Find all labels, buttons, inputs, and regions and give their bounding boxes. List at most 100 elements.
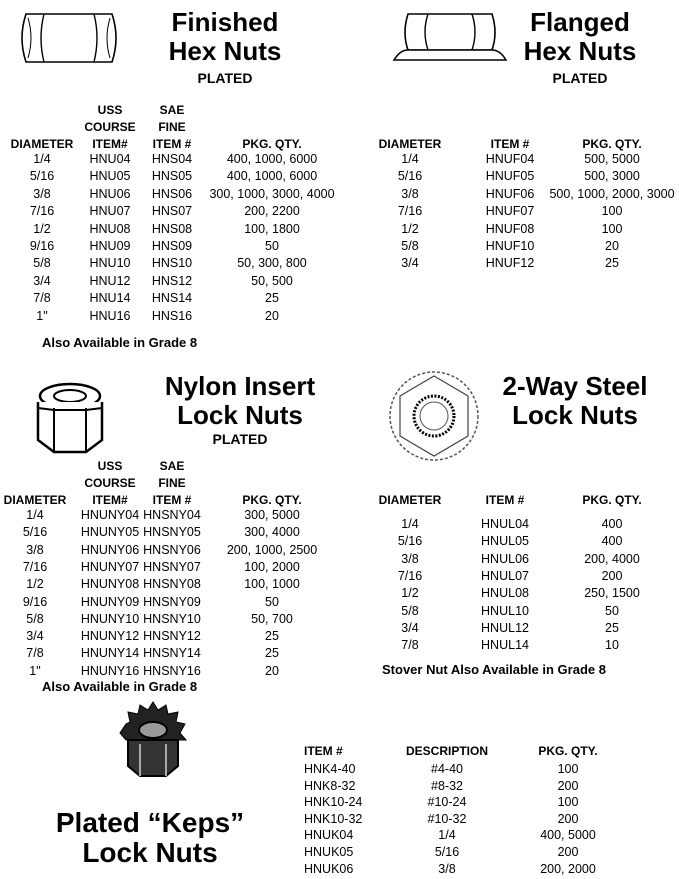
table-cell: HNUNY07	[80, 559, 140, 574]
table-cell: 200	[601, 568, 623, 583]
table-cell: HNSNY16	[143, 663, 201, 678]
table-cell: 200	[557, 778, 579, 793]
section-title-keps: Plated “Keps” Lock Nuts	[55, 807, 245, 868]
table-cell: 5/16	[434, 845, 460, 859]
table-cell: 200, 2000	[540, 861, 596, 876]
table-cell: 400, 5000	[540, 828, 596, 843]
table-cell: 3/4	[26, 629, 44, 644]
column-header-line: ITEM #	[485, 493, 525, 507]
table-cell: 25	[265, 629, 279, 644]
table-cell: HNK8-32	[304, 778, 356, 793]
table-cell: HNUNY12	[80, 629, 140, 644]
table-cell: HNUL05	[481, 534, 529, 549]
table-cell: HNUF06	[485, 186, 535, 201]
table-cell: 7/16	[22, 559, 48, 574]
table-cell: 1/4	[401, 517, 419, 531]
table-cell: 400, 1000, 6000	[226, 152, 318, 166]
table-cell: 3/8	[33, 186, 51, 201]
table-cell: HNS08	[151, 221, 193, 236]
table-cell: 25	[605, 620, 619, 635]
table-cell: 25	[265, 291, 279, 306]
table-cell: HNK4-40	[304, 762, 356, 776]
table-cell: HNUL08	[481, 586, 529, 601]
table-cell: HNUF07	[485, 204, 535, 219]
table-cell: 1"	[36, 308, 48, 323]
table-cell: 500, 3000	[584, 169, 640, 184]
table-cell: HNK10-24	[304, 795, 363, 810]
table-cell: HNUF08	[485, 221, 535, 236]
table-cell: 20	[265, 663, 279, 678]
table-cell: 20	[265, 308, 279, 323]
table-cell: 5/16	[397, 169, 423, 184]
column-header-line: DIAMETER	[10, 137, 74, 151]
column-header-line: DIAMETER	[378, 493, 442, 507]
table-cell: 100, 1000	[244, 577, 300, 592]
table-cell: HNSNY04	[143, 508, 201, 522]
column-header-line: COURSE	[84, 476, 136, 490]
table-cell: 1/2	[33, 221, 51, 236]
column-header: DESCRIPTION	[387, 743, 507, 760]
table-cell: 400	[601, 517, 623, 531]
table-cell: HNSNY14	[143, 646, 201, 661]
two-way-steel-lock-nut-icon	[389, 371, 479, 461]
table-cell: HNUK04	[304, 828, 354, 843]
keps-lock-nut-icon	[119, 701, 188, 777]
column-header-line: USS	[97, 103, 123, 117]
column-header-line: ITEM #	[490, 137, 530, 151]
table-cell: 1/2	[401, 586, 419, 601]
table-cell: 3/8	[401, 551, 419, 566]
table-cell: HNS10	[151, 256, 193, 271]
section-title-flanged: Flanged Hex Nuts	[523, 7, 637, 66]
table-cell: 10	[605, 638, 619, 653]
table-cell: HNS12	[151, 273, 193, 288]
column-header-line: COURSE	[84, 120, 136, 134]
table-cell: 1/4	[33, 152, 51, 166]
table-cell: 9/16	[22, 594, 48, 609]
table-cell: 1"	[29, 663, 41, 678]
section-title-two-way: 2-Way Steel Lock Nuts	[502, 371, 648, 430]
table-cell: 3/4	[401, 620, 419, 635]
table-cell: 100	[557, 795, 579, 810]
column-header-line: USS	[97, 459, 123, 473]
table-cell: HNUL12	[481, 620, 529, 635]
table-cell: HNS07	[151, 204, 193, 219]
column-header-line: PKG. QTY.	[582, 493, 642, 507]
table-cell: 100, 1800	[244, 221, 300, 236]
table-cell: 5/8	[33, 256, 51, 271]
table-cell: HNUK06	[304, 861, 354, 876]
table-cell: HNU16	[89, 308, 131, 323]
table-cell: HNUNY08	[80, 577, 140, 592]
table-cell: HNUL07	[481, 568, 529, 583]
table-cell: 7/16	[397, 568, 423, 583]
table-cell: HNU10	[89, 256, 131, 271]
table-cell: HNS05	[151, 169, 193, 184]
table-cell: HNUF04	[485, 152, 535, 166]
table-cell: 3/8	[401, 186, 419, 201]
column-header-line: ITEM#	[92, 137, 128, 151]
table-cell: HNSNY09	[143, 594, 201, 609]
table-cell: 50, 700	[251, 611, 293, 626]
column-header-line: ITEM#	[92, 493, 128, 507]
table-cell: 5/8	[26, 611, 44, 626]
table-cell: 400	[601, 534, 623, 549]
table-cell: HNS14	[151, 291, 193, 306]
table-cell: 200	[557, 845, 579, 859]
column-header-line: DESCRIPTION	[405, 744, 488, 758]
table-cell: 100	[557, 762, 579, 776]
table-cell: 1/2	[26, 577, 44, 592]
column-header: ITEM #	[450, 136, 570, 153]
table-cell: HNUNY14	[80, 646, 140, 661]
table-cell: HNSNY08	[143, 577, 201, 592]
table-cell: 7/8	[33, 291, 51, 306]
hex-nut-icon	[21, 13, 117, 63]
table-cell: HNK10-32	[304, 811, 363, 826]
column-header-line: PKG. QTY.	[582, 137, 642, 151]
column-header-line: FINE	[158, 120, 186, 134]
table-cell: HNUL14	[481, 638, 529, 653]
table-cell: 300, 1000, 3000, 4000	[209, 186, 335, 201]
table-cell: HNU12	[89, 273, 131, 288]
table-cell: HNUL04	[481, 517, 529, 531]
table-cell: 400, 1000, 6000	[226, 169, 318, 184]
table-cell: 20	[605, 239, 619, 253]
table-cell: 500, 1000, 2000, 3000	[549, 186, 675, 201]
